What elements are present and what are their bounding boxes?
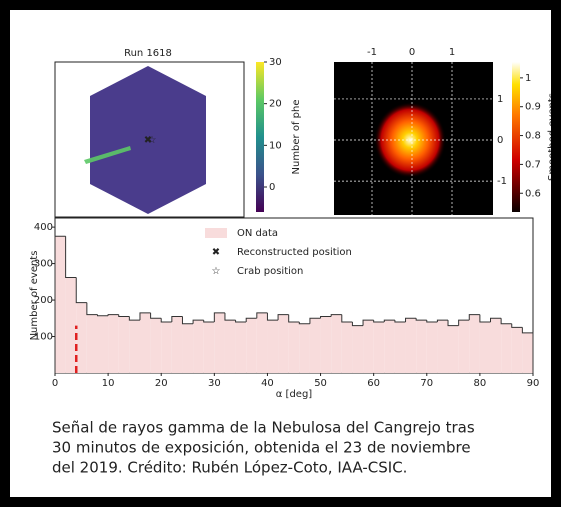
- hist-bar: [342, 322, 353, 373]
- y-tick-label: 0: [497, 135, 503, 146]
- hist-bar: [427, 322, 438, 373]
- legend-label: ON data: [237, 228, 278, 239]
- hist-bar: [66, 277, 77, 373]
- hist-bar: [267, 320, 278, 373]
- x-tick-label: 70: [420, 378, 433, 389]
- colorbar-tick-label: 20: [269, 99, 282, 110]
- hist-bar: [257, 313, 268, 373]
- y-tick-label: 1: [497, 94, 503, 105]
- hist-bar: [55, 236, 66, 373]
- hist-bar: [236, 322, 247, 373]
- hist-bar: [289, 322, 300, 373]
- colorbar-tick-label: 0.7: [525, 159, 541, 170]
- colorbar-tick-label: 10: [269, 140, 282, 151]
- crab-marker: ☆: [148, 135, 157, 146]
- hist-bar: [278, 315, 289, 373]
- colorbar: [512, 62, 520, 212]
- hist-bar: [225, 320, 236, 373]
- hist-bar: [522, 333, 533, 373]
- caption-line: del 2019. Crédito: Rubén López-Coto, IAA…: [52, 459, 407, 477]
- colorbar-tick-label: 0.6: [525, 188, 541, 199]
- hist-bar: [299, 324, 310, 373]
- hist-bar: [416, 320, 427, 373]
- hist-bar: [469, 315, 480, 373]
- x-tick-label: 80: [474, 378, 487, 389]
- figure: ✖ ☆ Señal de rayos gamma de la Nebulosa …: [0, 0, 561, 507]
- colorbar-tick-label: 30: [269, 57, 282, 68]
- x-tick-label: 0: [409, 47, 415, 58]
- caption-line: 30 minutos de exposición, obtenida el 23…: [52, 439, 471, 457]
- hist-bar: [119, 316, 130, 373]
- x-tick-label: 50: [314, 378, 327, 389]
- hist-bar: [321, 316, 332, 373]
- x-tick-label: 0: [52, 378, 58, 389]
- colorbar-tick-label: 0.8: [525, 131, 541, 142]
- hist-bar: [384, 320, 395, 373]
- legend-marker: ✖: [212, 247, 220, 258]
- x-tick-label: 10: [102, 378, 115, 389]
- hist-bar: [352, 326, 363, 373]
- hist-bar: [129, 320, 140, 373]
- hist-bar: [246, 318, 257, 373]
- hist-bar: [97, 316, 108, 373]
- legend-marker: ☆: [212, 266, 221, 277]
- frame: ✖ ☆ Señal de rayos gamma de la Nebulosa …: [0, 0, 561, 507]
- y-tick-label: 400: [34, 222, 53, 233]
- hist-bar: [501, 324, 512, 373]
- hist-bar: [363, 320, 374, 373]
- hist-bar: [87, 315, 98, 373]
- x-tick-label: 20: [155, 378, 168, 389]
- hist-bar: [437, 320, 448, 373]
- hist-bar: [140, 313, 151, 373]
- legend-label: Crab position: [237, 266, 303, 277]
- hist-bar: [204, 322, 215, 373]
- x-axis-label: α [deg]: [276, 389, 313, 400]
- colorbar-tick-label: 0.9: [525, 102, 541, 113]
- x-tick-label: -1: [367, 47, 377, 58]
- hist-bar: [310, 318, 321, 373]
- x-tick-label: 60: [367, 378, 380, 389]
- hist-bar: [480, 322, 491, 373]
- colorbar-tick-label: 1: [525, 73, 531, 84]
- hist-bar: [448, 326, 459, 373]
- hist-bar: [374, 322, 385, 373]
- hist-bar: [172, 316, 183, 373]
- x-tick-label: 90: [527, 378, 540, 389]
- hist-bar: [76, 303, 87, 373]
- x-tick-label: 30: [208, 378, 221, 389]
- hist-bar: [214, 313, 225, 373]
- x-tick-label: 40: [261, 378, 274, 389]
- hist-bar: [331, 315, 342, 373]
- hist-bar: [108, 315, 119, 373]
- hist-bar: [459, 320, 470, 373]
- hist-bar: [406, 318, 417, 373]
- legend-swatch: [205, 228, 227, 238]
- hist-bar: [182, 324, 193, 373]
- hist-bar: [193, 320, 204, 373]
- hist-bar: [512, 327, 523, 373]
- hist-bar: [151, 318, 162, 373]
- caption-line: Señal de rayos gamma de la Nebulosa del …: [52, 419, 475, 437]
- legend-label: Reconstructed position: [237, 247, 352, 258]
- hist-bar: [161, 322, 172, 373]
- hist-bar: [395, 322, 406, 373]
- x-tick-label: 1: [449, 47, 455, 58]
- colorbar-label: Smoothed events: [547, 93, 558, 181]
- colorbar-label: Number of phe: [291, 99, 302, 174]
- y-axis-label: Number of events: [29, 251, 40, 341]
- hist-bar: [491, 318, 502, 373]
- chart-title: Run 1618: [124, 48, 172, 59]
- colorbar-tick-label: 0: [269, 182, 275, 193]
- caption: Señal de rayos gamma de la Nebulosa del …: [52, 419, 475, 477]
- colorbar: [256, 62, 264, 212]
- y-tick-label: -1: [497, 176, 507, 187]
